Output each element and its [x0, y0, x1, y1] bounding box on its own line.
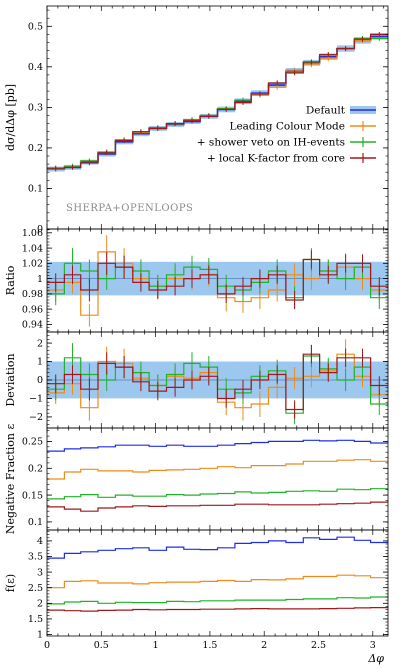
series-line: [47, 574, 388, 589]
series-local-k-factor-from-core: [47, 607, 388, 612]
legend-label-local-k-factor-from-core: + local K-factor from core: [207, 153, 345, 165]
y-axis-label: Deviation: [4, 353, 17, 406]
y-axis-label: dσ/dΔφ [pb]: [4, 84, 17, 151]
series-local-k-factor-from-core: [47, 31, 388, 171]
series-leading-colour-mode: [47, 574, 388, 589]
panel-frame: [46, 427, 389, 531]
y-tick-label: −2: [29, 412, 43, 423]
x-tick-label: 0: [44, 640, 50, 651]
x-axis-label: Δφ: [367, 652, 384, 665]
y-tick-label: 1: [37, 274, 43, 285]
y-ticks: 0.1 0.15 0.2 0.25: [22, 430, 388, 528]
x-tick-label: 1: [153, 640, 159, 651]
series-line: [47, 353, 388, 411]
x-ticks: [46, 229, 385, 332]
x-tick-label: 3: [370, 640, 376, 651]
y-tick-label: 1.06: [22, 228, 43, 239]
y-tick-label: 0.1: [28, 184, 43, 195]
y-tick-label: 4: [37, 536, 43, 547]
y-tick-label: 0.98: [22, 289, 43, 300]
y-ticks: 1 1.5 2 2.5 3 3.5 4: [28, 531, 388, 641]
series-line: [47, 439, 388, 452]
y-tick-label: 1: [37, 357, 43, 368]
y-tick-label: 0.2: [28, 143, 43, 154]
y-tick-label: 1.02: [22, 259, 43, 270]
watermark: SHERPA+OPENLOOPS: [66, 203, 193, 214]
series-line: [47, 459, 388, 480]
y-tick-label: 3: [37, 567, 43, 578]
x-tick-label: 0.5: [94, 640, 109, 651]
y-ticks: −2 −1 0 1 2: [29, 331, 388, 429]
series-line: [47, 596, 388, 605]
y-tick-label: 2: [37, 599, 43, 610]
y-tick-label: 0.5: [28, 22, 43, 33]
y-tick-label: 3.5: [28, 552, 43, 563]
series-line: [47, 607, 388, 612]
y-tick-label: 0.94: [22, 320, 43, 331]
y-tick-label: 0: [37, 224, 43, 235]
y-axis-label: Ratio: [4, 265, 17, 295]
series-leading-colour-mode: [47, 459, 388, 480]
y-tick-label: 0.15: [22, 490, 43, 501]
y-tick-label: 0.25: [22, 437, 43, 448]
series-line: [47, 258, 388, 301]
x-ticks: [46, 332, 385, 428]
series-line: [47, 501, 388, 512]
legend: Default Leading Colour Mode + shower veto …: [197, 105, 376, 165]
y-tick-label: 0: [37, 375, 43, 386]
panel-frame: [46, 529, 389, 637]
panel-5: 1 1.5 2 2.5 3 3.5 4 f(ε): [4, 529, 389, 641]
x-tick-labels: 0 0.5 1 1.5 2 2.5 3: [44, 640, 376, 651]
series-default: [47, 439, 388, 452]
legend-label-shower-veto-on-ih-events: + shower veto on IH-events: [197, 137, 345, 149]
y-tick-label: 0.4: [28, 62, 43, 73]
legend-label-leading-colour-mode: Leading Colour Mode: [229, 121, 345, 133]
y-axis-label: f(ε): [4, 574, 17, 592]
y-tick-label: 0.1: [28, 517, 43, 528]
y-tick-label: 1.04: [22, 243, 43, 254]
y-tick-label: 1: [37, 630, 43, 641]
x-ticks: [46, 6, 385, 229]
y-axis-label: Negative Fraction ε: [4, 424, 17, 535]
x-ticks: [46, 428, 385, 530]
y-tick-label: 1.5: [28, 614, 43, 625]
y-tick-label: −1: [29, 394, 43, 405]
series-default: [47, 536, 388, 559]
series-line: [47, 488, 388, 500]
y-tick-label: 0.96: [22, 304, 43, 315]
x-tick-label: 2: [261, 640, 267, 651]
panel-4: 0.1 0.15 0.2 0.25 Negative Fraction ε: [4, 424, 389, 535]
default-uncertainty-band: [47, 361, 389, 399]
y-tick-label: 2.5: [28, 583, 43, 594]
y-ticks: 0.94 0.96 0.98 1 1.02 1.04 1.06: [22, 228, 388, 331]
legend-label-default: Default: [306, 105, 346, 117]
series-shower-veto-on-ih-events: [47, 488, 388, 500]
panel-3: −2 −1 0 1 2 Deviation: [4, 331, 389, 429]
series-line: [47, 536, 388, 559]
series-local-k-factor-from-core: [47, 344, 388, 419]
y-tick-label: 0.2: [28, 464, 43, 475]
series-shower-veto-on-ih-events: [47, 596, 388, 605]
x-ticks: [46, 530, 385, 636]
y-tick-label: 0.3: [28, 103, 43, 114]
y-tick-label: 2: [37, 338, 43, 349]
series-local-k-factor-from-core: [47, 250, 388, 310]
series-local-k-factor-from-core: [47, 501, 388, 512]
panel-2: 0.94 0.96 0.98 1 1.02 1.04 1.06 Ratio: [4, 228, 389, 333]
x-tick-label: 2.5: [311, 640, 326, 651]
x-tick-label: 1.5: [202, 640, 217, 651]
